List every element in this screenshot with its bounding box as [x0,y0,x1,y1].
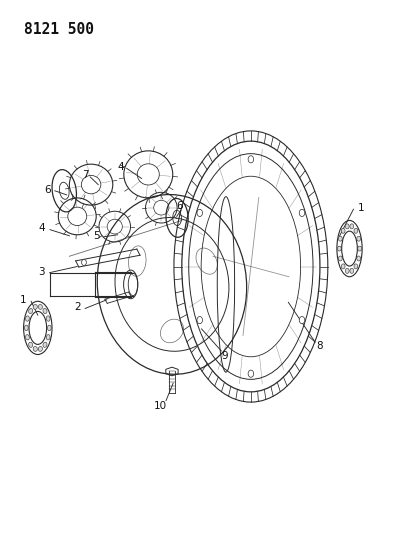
Text: 8: 8 [316,341,323,351]
Ellipse shape [25,316,29,321]
Circle shape [248,370,254,377]
Text: 5: 5 [94,231,100,241]
Text: 9: 9 [221,351,228,361]
Text: 3: 3 [39,266,45,277]
Ellipse shape [43,342,47,348]
Ellipse shape [38,346,42,351]
Text: 6: 6 [44,185,51,195]
Text: 1: 1 [358,203,365,213]
Ellipse shape [341,228,345,233]
Ellipse shape [358,246,362,251]
Ellipse shape [357,256,361,261]
Ellipse shape [33,304,37,309]
Ellipse shape [337,246,341,251]
Circle shape [82,260,86,265]
Ellipse shape [48,325,51,330]
Ellipse shape [29,309,32,313]
Ellipse shape [46,335,50,340]
Ellipse shape [46,316,50,321]
Ellipse shape [338,236,342,241]
Ellipse shape [357,236,361,241]
Circle shape [197,209,203,216]
Ellipse shape [341,264,345,269]
Text: 1: 1 [20,295,27,305]
Text: 4: 4 [118,161,124,172]
Ellipse shape [350,268,354,273]
Text: 8121 500: 8121 500 [24,22,94,37]
Circle shape [197,317,203,324]
Circle shape [248,156,254,163]
Ellipse shape [338,256,342,261]
Ellipse shape [38,304,42,309]
Text: 7: 7 [82,171,88,181]
Ellipse shape [25,325,28,330]
Text: 10: 10 [154,401,167,411]
Ellipse shape [354,264,358,269]
Circle shape [299,317,305,324]
Ellipse shape [345,268,349,273]
Ellipse shape [29,342,32,348]
Ellipse shape [354,228,358,233]
Text: 4: 4 [39,223,45,233]
Text: 6: 6 [177,201,183,211]
Ellipse shape [350,224,354,229]
Ellipse shape [43,309,47,313]
Ellipse shape [25,335,29,340]
Circle shape [299,209,305,216]
Text: 2: 2 [74,302,81,312]
Ellipse shape [345,224,349,229]
Ellipse shape [33,346,37,351]
